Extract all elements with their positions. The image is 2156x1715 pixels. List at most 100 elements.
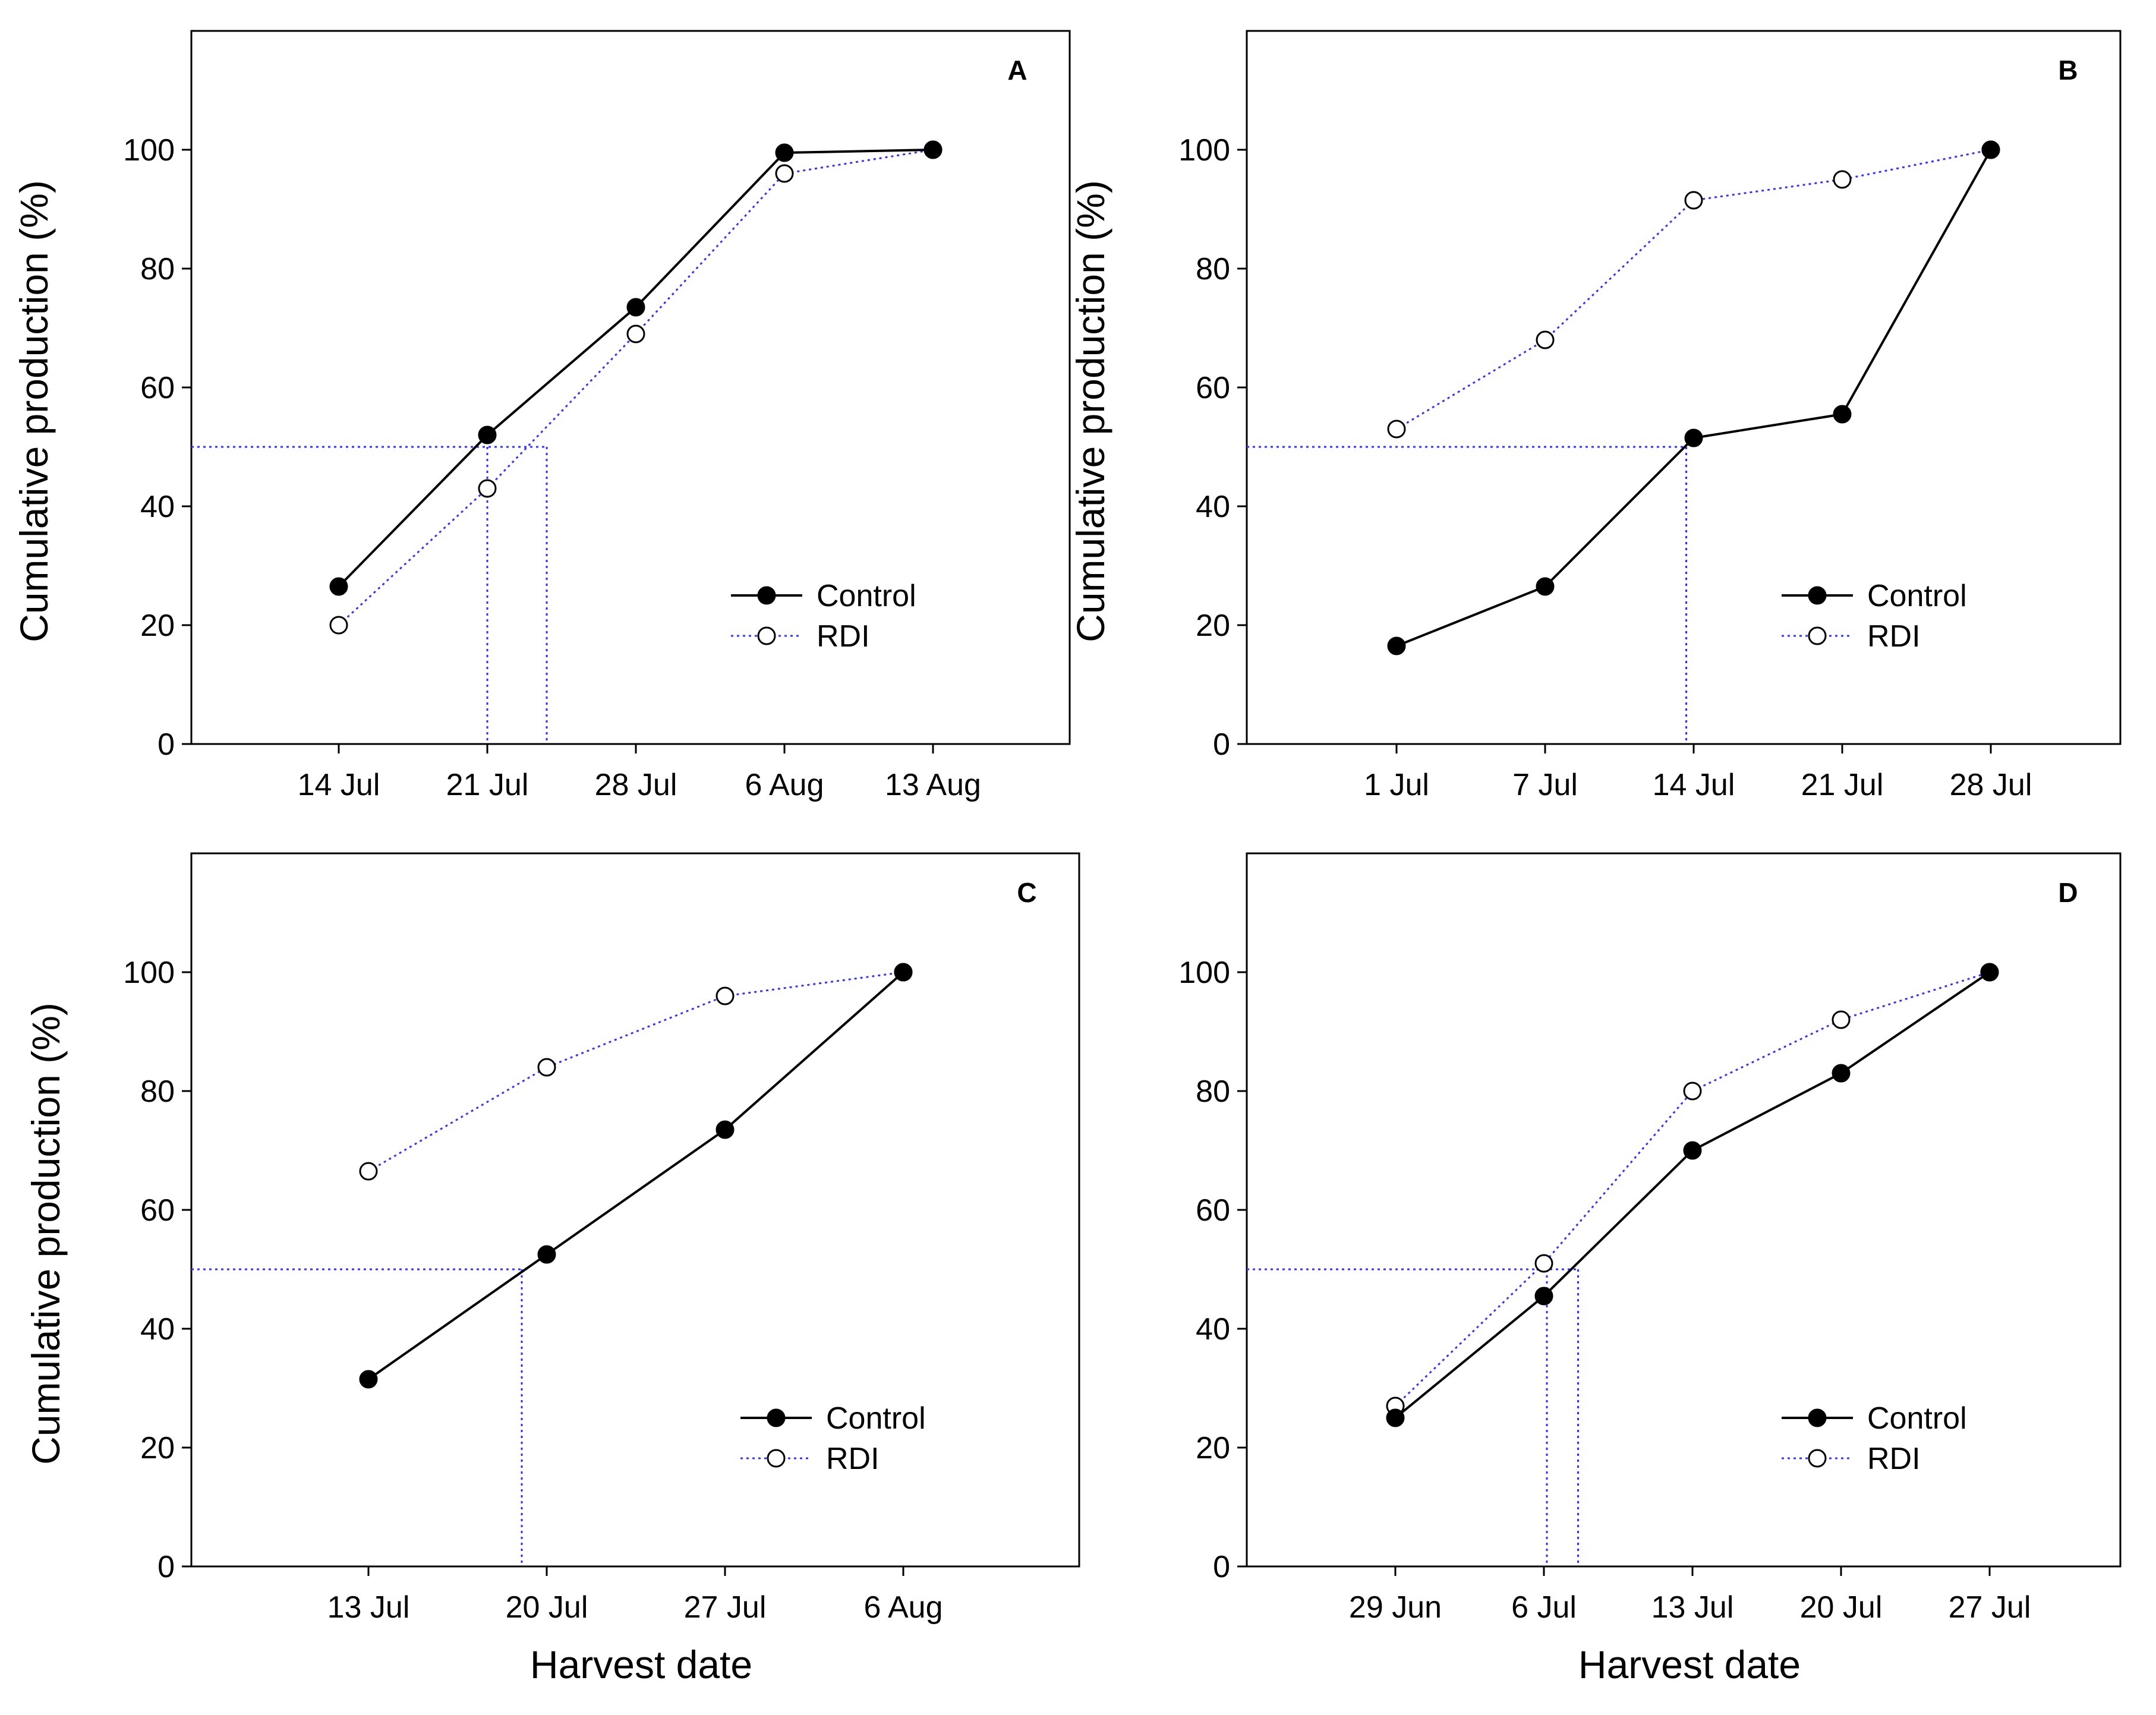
data-point-control [1980,963,1999,982]
data-point-control [1683,1141,1702,1160]
y-tick-label: 60 [140,1193,175,1228]
x-tick-label: 21 Jul [446,768,529,802]
data-point-control [1536,577,1555,596]
data-point-control [329,577,348,596]
y-tick-label: 100 [123,956,175,990]
panel-c: 0 20 40 60 80 100 13 Jul 20 Jul 27 Jul 6 Aug C Cumu… [24,852,1080,1686]
y-tick-label: 20 [1196,609,1230,643]
series-line-control [1396,149,1992,647]
data-point-control [775,143,794,162]
plot-frame-b [1246,30,2122,745]
legend-marker-rdi [1808,626,1827,645]
legend: Control RDI [1782,1401,1967,1476]
data-point-rdi [1832,1010,1851,1029]
y-tick-label: 0 [157,727,175,762]
legend-marker-control [1808,1408,1827,1427]
legend-marker-rdi [767,1449,786,1468]
y-tick-label: 100 [123,133,175,168]
data-point-control [894,963,913,982]
y-axis-title: Cumulative production (%) [12,180,56,642]
panel-b: 0 20 40 60 80 100 1 Jul 7 Jul 14 Jul 21 Jul 28 Jul… [1068,30,2122,802]
x-tick-label: 6 Aug [863,1590,943,1625]
series-line-rdi [1396,149,1991,430]
legend-marker-rdi [757,626,776,645]
data-point-rdi [626,324,645,343]
x-tick-label: 27 Jul [684,1590,767,1625]
legend: Control RDI [1782,579,1967,654]
y-tick-label: 20 [140,609,175,643]
data-point-control [1386,1408,1405,1427]
data-point-control [1981,140,2000,159]
data-point-control [923,140,943,159]
data-point-rdi [775,164,794,183]
panel-letter: C [1017,877,1036,908]
y-axis-title: Cumulative production (%) [1068,180,1112,642]
series-line-control [338,149,934,588]
y-tick-label: 40 [1196,490,1230,524]
y-axis-title: Cumulative production (%) [24,1002,68,1465]
y-tick-label: 60 [1196,371,1230,405]
legend-marker-control [767,1408,786,1427]
panel-d: 0 20 40 60 80 100 29 Jun 6 Jul 13 Jul 20 Jul 27 Ju… [1178,852,2122,1686]
plot-frame-a [190,30,1071,745]
series-line-rdi [338,149,934,626]
plot-frame-c [190,852,1080,1568]
legend-label-rdi: RDI [1867,1442,1921,1476]
x-tick-label: 6 Jul [1511,1590,1577,1625]
legend-label-control: Control [817,579,916,613]
data-point-rdi [1833,170,1852,189]
legend-label-rdi: RDI [817,619,870,654]
data-point-control [1832,1064,1851,1083]
legend-label-control: Control [1867,1401,1967,1436]
legend-marker-rdi [1808,1449,1827,1468]
data-point-control [1534,1287,1553,1306]
panel-letter: B [2058,55,2078,86]
y-tick-label: 20 [140,1431,175,1465]
x-tick-label: 28 Jul [595,768,677,802]
legend-label-control: Control [1867,579,1967,613]
y-tick-label: 0 [157,1550,175,1584]
x-tick-label: 21 Jul [1801,768,1884,802]
legend-marker-control [1808,586,1827,605]
x-tick-label: 27 Jul [1949,1590,2031,1625]
y-tick-label: 40 [1196,1312,1230,1347]
x-tick-label: 20 Jul [506,1590,588,1625]
y-tick-label: 80 [1196,1074,1230,1109]
legend-label-rdi: RDI [826,1442,880,1476]
data-point-rdi [715,986,735,1005]
x-tick-label: 6 Aug [745,768,824,802]
series-line-rdi [368,971,904,1172]
data-point-control [715,1120,735,1139]
y-tick-label: 80 [140,1074,175,1109]
panel-a: 0 20 40 60 80 100 14 Jul 21 Jul 28 Jul 6 Aug 13 Au… [12,30,1071,802]
legend: Control RDI [731,579,916,654]
x-tick-label: 14 Jul [1653,768,1735,802]
data-point-rdi [478,479,497,498]
data-point-rdi [1684,191,1703,210]
x-tick-label: 13 Aug [885,768,981,802]
data-point-rdi [1387,420,1406,439]
y-tick-label: 60 [1196,1193,1230,1228]
data-point-control [359,1370,378,1389]
series-line-rdi [1394,971,1990,1407]
y-tick-label: 80 [1196,252,1230,286]
x-tick-label: 1 Jul [1364,768,1429,802]
panel-letter: D [2058,877,2078,908]
y-tick-label: 0 [1213,727,1230,762]
data-point-rdi [329,616,348,635]
x-tick-label: 13 Jul [327,1590,410,1625]
y-tick-label: 40 [140,490,175,524]
legend-label-control: Control [826,1401,926,1436]
plot-frame-d [1246,852,2122,1568]
legend-label-rdi: RDI [1867,619,1921,654]
x-tick-label: 20 Jul [1800,1590,1883,1625]
x-tick-label: 14 Jul [298,768,380,802]
legend-marker-control [757,586,776,605]
y-tick-label: 60 [140,371,175,405]
x-axis-title: Harvest date [1578,1643,1801,1686]
legend: Control RDI [740,1401,926,1476]
data-point-rdi [537,1058,556,1077]
y-tick-label: 100 [1178,956,1230,990]
y-tick-label: 80 [140,252,175,286]
